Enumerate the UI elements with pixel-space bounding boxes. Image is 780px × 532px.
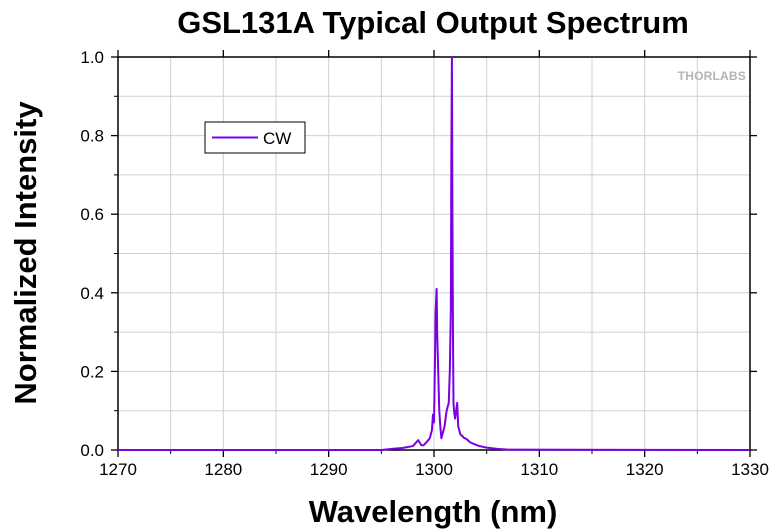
y-tick-labels: 0.0 0.2 0.4 0.6 0.8 1.0 [80,48,104,460]
x-tick-label: 1270 [99,460,137,479]
legend: CW [204,121,306,154]
x-tick-label: 1290 [310,460,348,479]
x-tick-label: 1300 [415,460,453,479]
y-tick-label: 0.2 [80,362,104,381]
y-tick-label: 1.0 [80,48,104,67]
x-tick-labels: 1270 1280 1290 1300 1310 1320 1330 [99,460,769,479]
series-line-cw [118,56,751,451]
x-tick-label: 1320 [626,460,664,479]
series-layer [118,56,751,451]
x-tick-label: 1310 [520,460,558,479]
x-tick-label: 1330 [731,460,769,479]
axis-ticks [111,50,757,457]
x-tick-label: 1280 [204,460,242,479]
y-tick-label: 0.4 [80,284,104,303]
y-axis-label: Normalized Intensity [8,101,43,405]
thorlabs-logo: THORLABS [678,69,746,83]
y-tick-label: 0.0 [80,441,104,460]
y-tick-label: 0.8 [80,127,104,146]
chart-title: GSL131A Typical Output Spectrum [177,5,689,40]
y-tick-label: 0.6 [80,205,104,224]
x-axis-label: Wavelength (nm) [309,494,558,529]
legend-label: CW [263,129,291,148]
